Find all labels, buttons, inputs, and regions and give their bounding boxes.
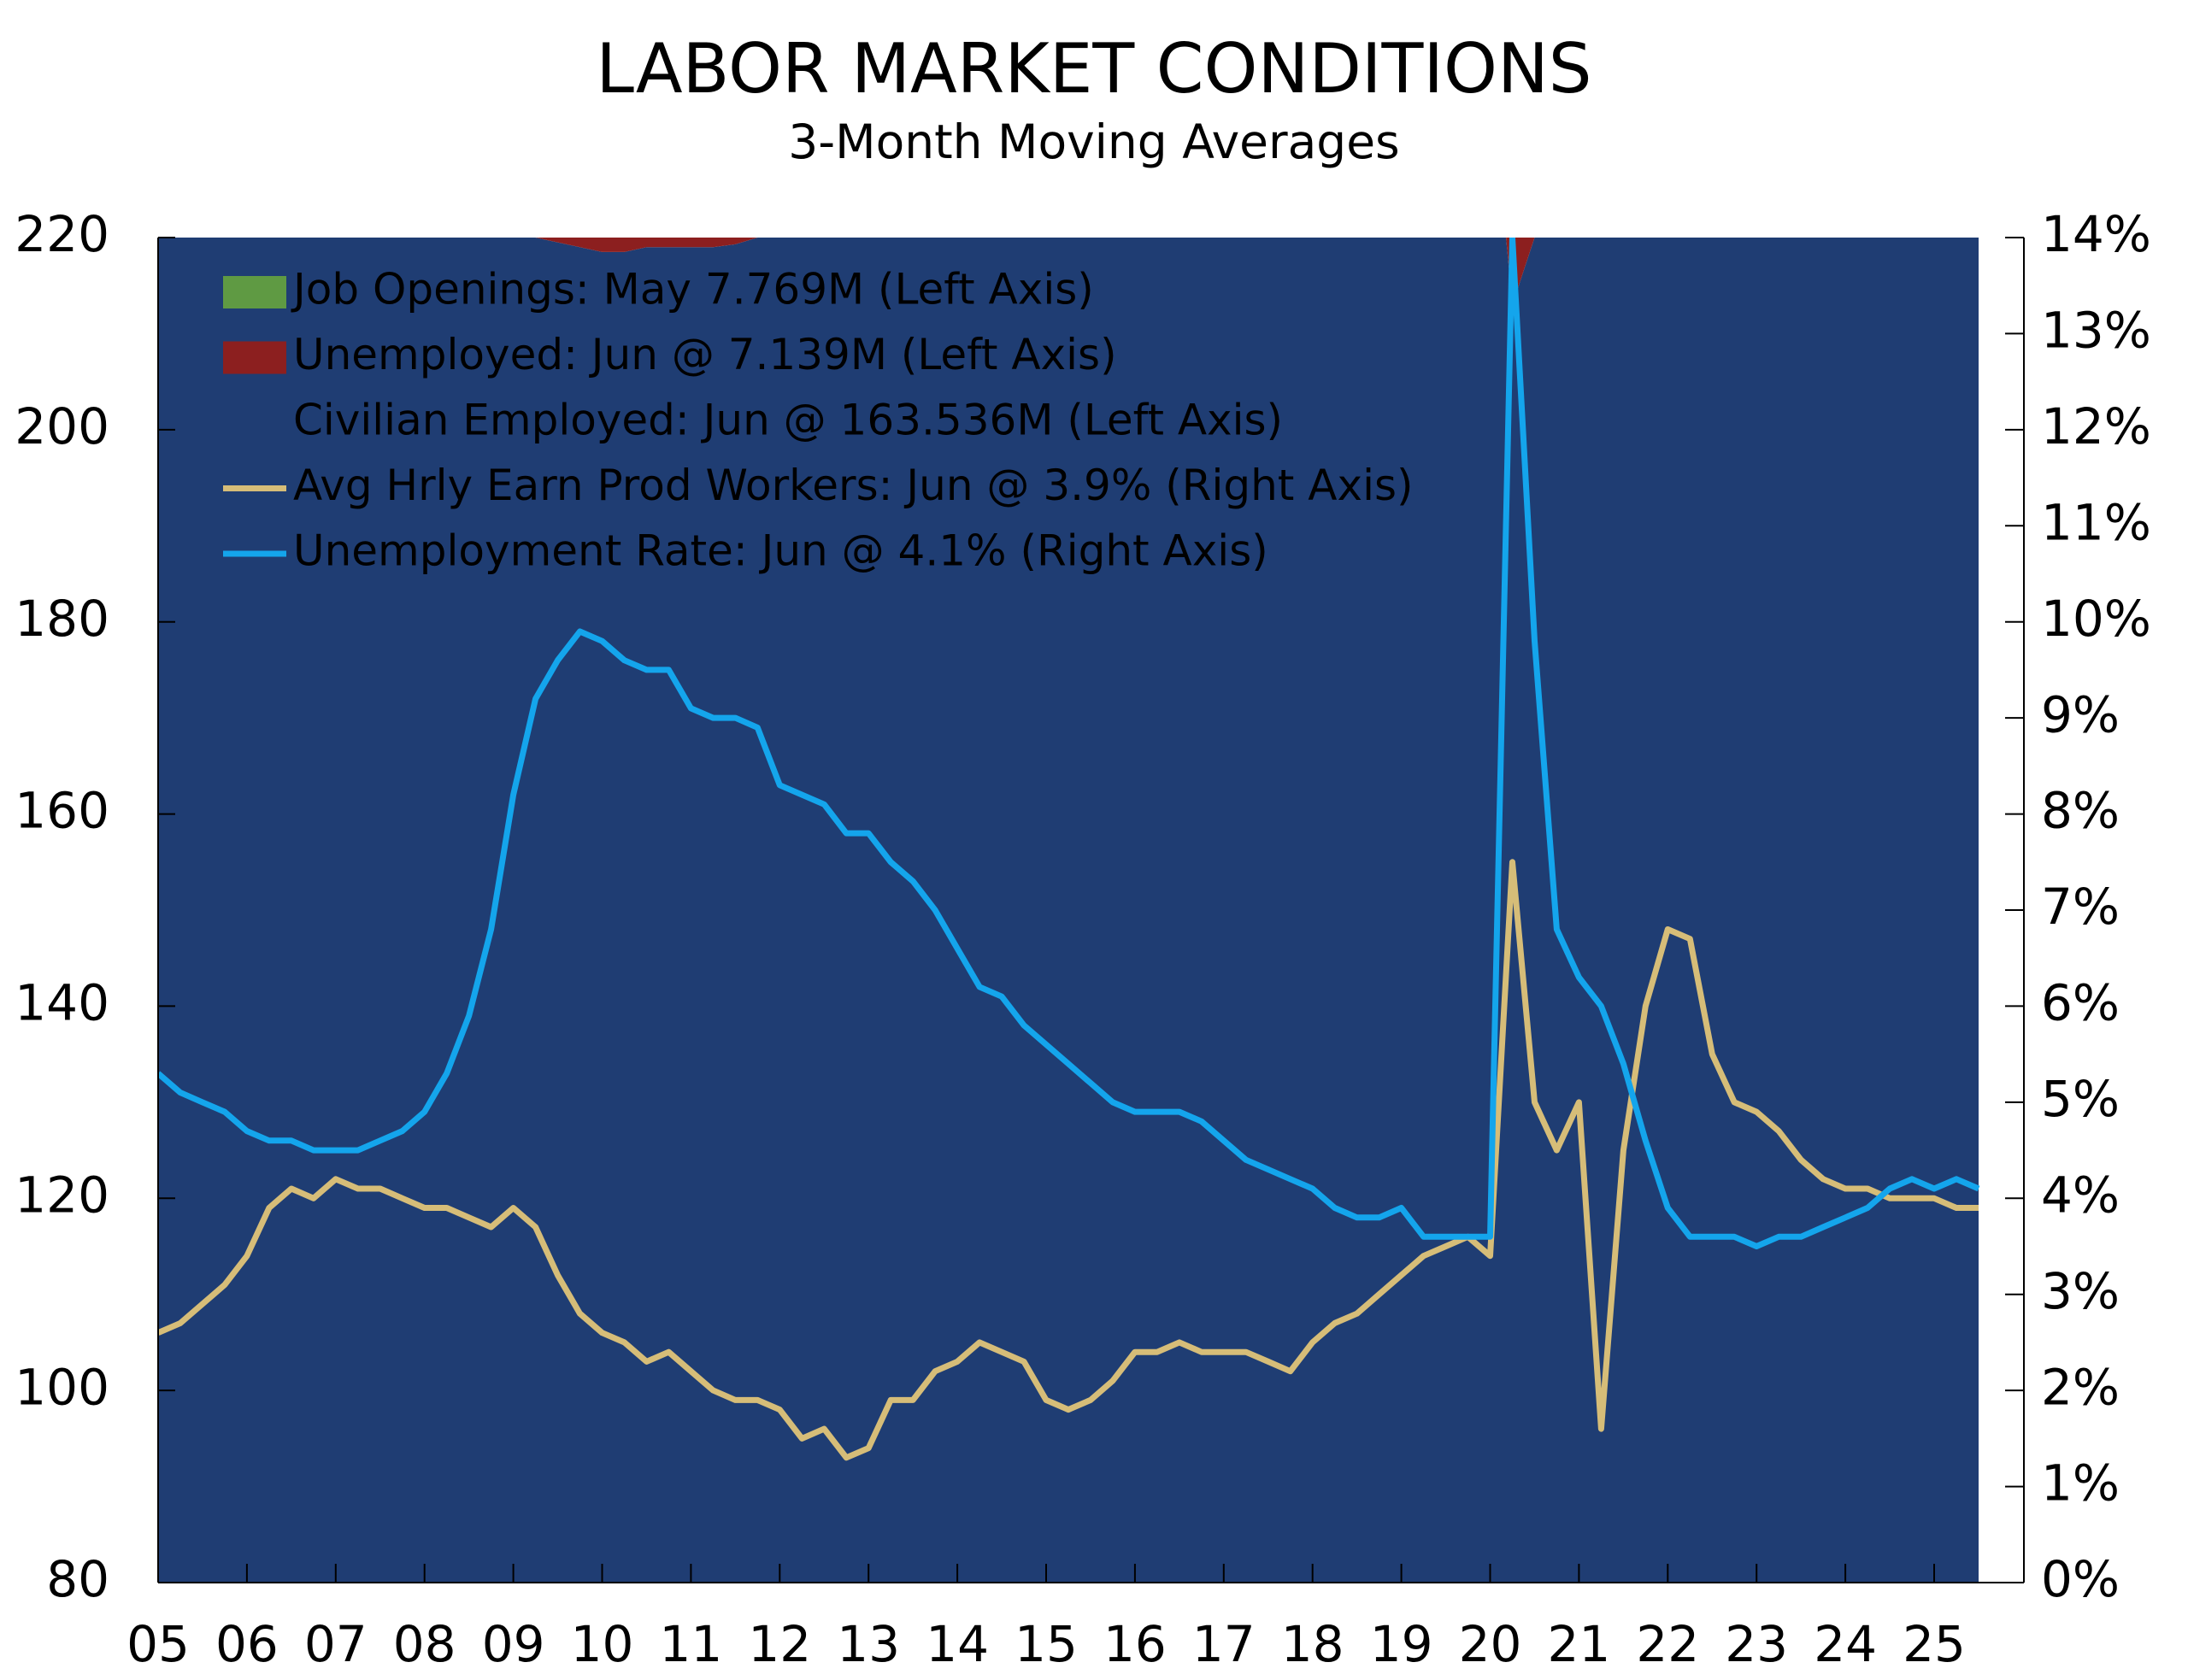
y-tick-label: 180 xyxy=(15,590,109,648)
area xyxy=(158,238,1979,1583)
y-tick-label: 80 xyxy=(46,1550,109,1608)
y-tick-label: 120 xyxy=(15,1166,109,1224)
legend-swatch xyxy=(223,276,286,308)
lines xyxy=(158,238,1980,1461)
x-tick-label: 09 xyxy=(482,1615,545,1673)
x-tick-label: 08 xyxy=(393,1615,456,1673)
y2-tick-label: 8% xyxy=(2041,782,2120,840)
axes: 80 100 120 140 160 180 200 220 0% 1% 2% 3% 4% 5% 6% 7% 8… xyxy=(15,205,2151,1673)
y2-tick-label: 6% xyxy=(2041,974,2120,1032)
x-tick-label: 13 xyxy=(837,1615,900,1673)
y-tick-label: 200 xyxy=(15,397,109,455)
y-tick-label: 220 xyxy=(15,205,109,263)
y2-tick-label: 2% xyxy=(2041,1358,2120,1416)
y2-tick-label: 11% xyxy=(2041,493,2151,551)
chart-subtitle: 3-Month Moving Averages xyxy=(788,115,1399,169)
y2-tick-label: 13% xyxy=(2041,302,2151,360)
y2-tick-label: 1% xyxy=(2041,1454,2120,1513)
x-tick-label: 07 xyxy=(304,1615,368,1673)
y-tick-label: 100 xyxy=(15,1358,109,1416)
y2-tick-label: 14% xyxy=(2041,205,2151,263)
legend-label: Avg Hrly Earn Prod Workers: Jun @ 3.9% (… xyxy=(293,461,1414,510)
x-tick-label: 18 xyxy=(1281,1615,1344,1673)
x-tick-label: 19 xyxy=(1370,1615,1433,1673)
legend: Job Openings: May 7.769M (Left Axis) Unem… xyxy=(223,265,1414,576)
x-tick-label: 12 xyxy=(748,1615,811,1673)
areas xyxy=(158,238,1979,1583)
y2-tick-label: 5% xyxy=(2041,1070,2120,1128)
y2-tick-label: 3% xyxy=(2041,1262,2120,1320)
x-tick-label: 11 xyxy=(659,1615,722,1673)
y2-tick-label: 4% xyxy=(2041,1166,2120,1224)
y2-tick-label: 9% xyxy=(2041,685,2120,743)
x-tick-label: 25 xyxy=(1903,1615,1966,1673)
x-tick-label: 05 xyxy=(126,1615,190,1673)
x-tick-label: 22 xyxy=(1636,1615,1699,1673)
legend-label: Job Openings: May 7.769M (Left Axis) xyxy=(291,265,1094,314)
x-tick-label: 24 xyxy=(1814,1615,1877,1673)
y2-tick-label: 7% xyxy=(2041,878,2120,936)
x-tick-label: 17 xyxy=(1192,1615,1256,1673)
legend-swatch xyxy=(223,341,286,374)
line xyxy=(158,859,1979,1461)
x-tick-label: 06 xyxy=(215,1615,279,1673)
legend-label: Unemployment Rate: Jun @ 4.1% (Right Axi… xyxy=(293,526,1268,576)
x-tick-label: 15 xyxy=(1015,1615,1078,1673)
x-tick-label: 10 xyxy=(571,1615,634,1673)
legend-label: Unemployed: Jun @ 7.139M (Left Axis) xyxy=(293,330,1117,379)
legend-swatch xyxy=(223,407,286,439)
x-tick-label: 23 xyxy=(1725,1615,1788,1673)
y-tick-label: 140 xyxy=(15,974,109,1032)
x-tick-label: 14 xyxy=(926,1615,989,1673)
y2-tick-label: 10% xyxy=(2041,590,2151,648)
y2-tick-label: 12% xyxy=(2041,397,2151,455)
y2-tick-label: 0% xyxy=(2041,1550,2120,1608)
x-tick-label: 21 xyxy=(1547,1615,1610,1673)
line xyxy=(158,238,1980,1249)
y-tick-label: 160 xyxy=(15,782,109,840)
x-tick-label: 20 xyxy=(1459,1615,1522,1673)
x-tick-label: 16 xyxy=(1103,1615,1167,1673)
chart-title: LABOR MARKET CONDITIONS xyxy=(596,29,1591,109)
legend-label: Civilian Employed: Jun @ 163.536M (Left … xyxy=(293,396,1283,445)
